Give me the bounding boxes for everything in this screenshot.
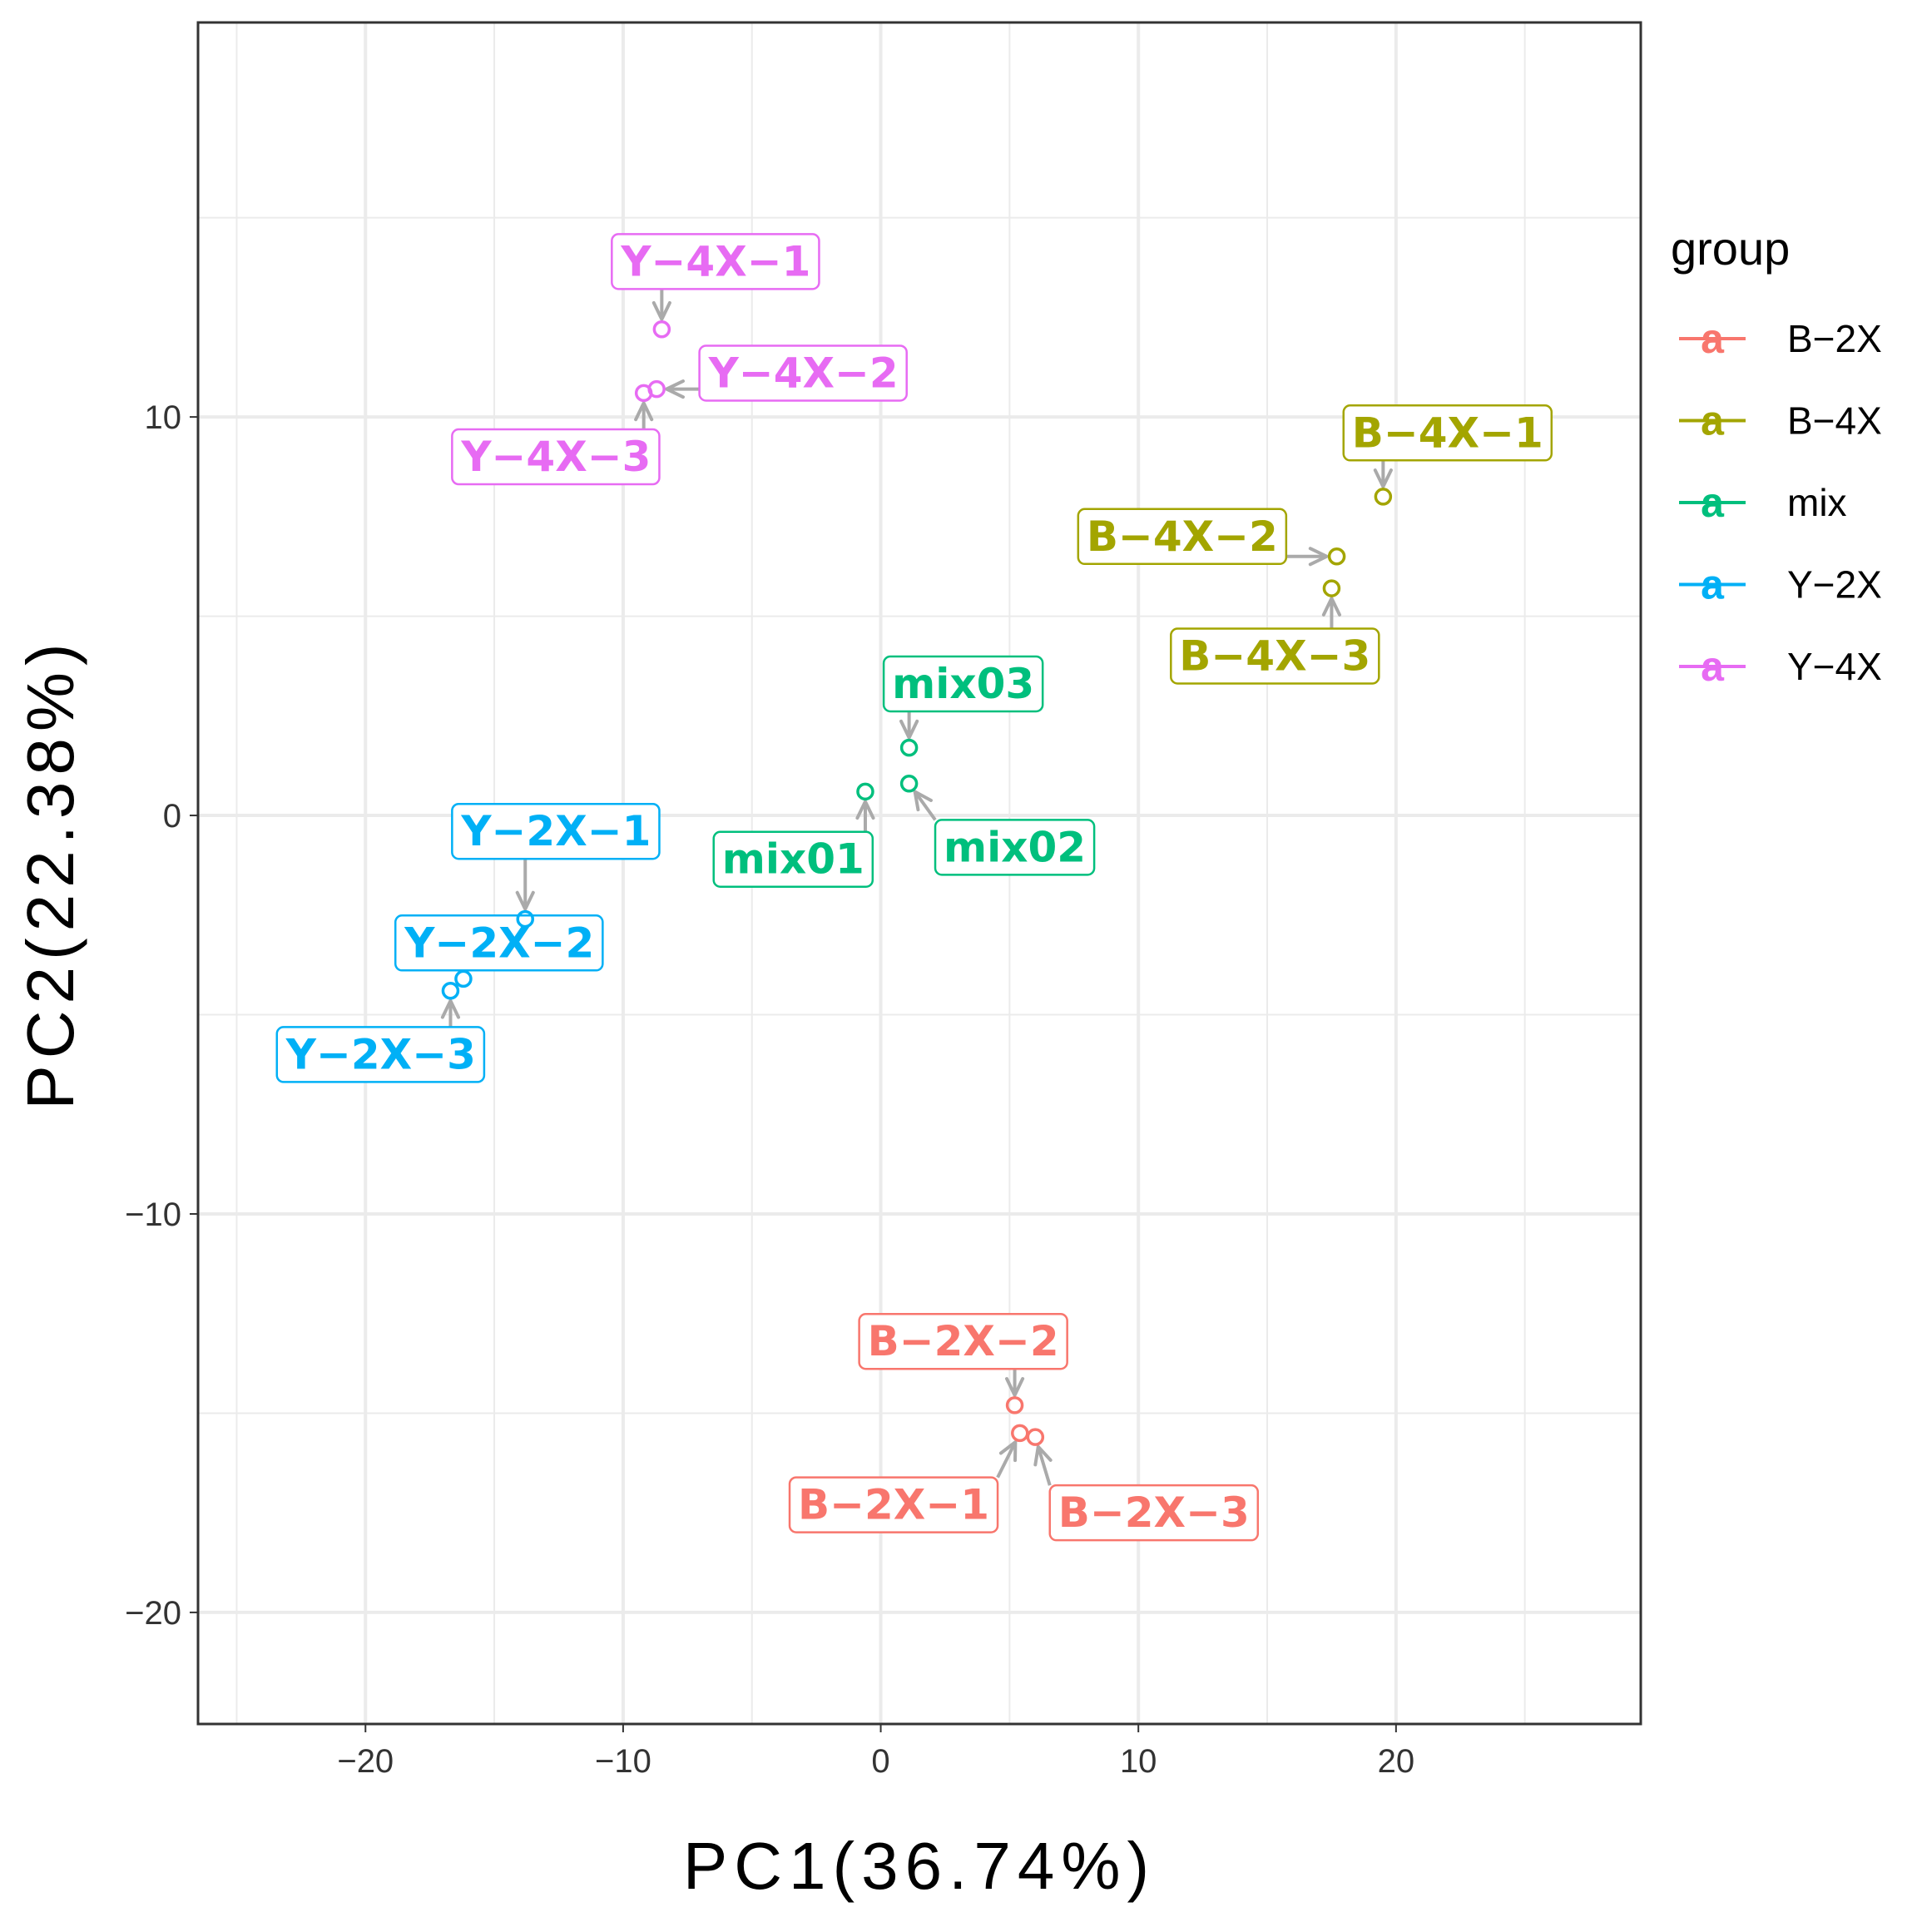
connector-arrowhead bbox=[515, 890, 535, 911]
y-tick-label: 10 bbox=[145, 399, 182, 436]
tick-layer: −20 −10 0 10 20 −20 −10 0 10 bbox=[125, 399, 1414, 1780]
legend-entry-label: B−4X bbox=[1787, 399, 1882, 443]
connector-arrowhead bbox=[998, 1440, 1018, 1463]
grid-layer bbox=[198, 22, 1641, 1724]
point-label: B−2X−1 bbox=[798, 1481, 989, 1529]
point-label: B−2X−3 bbox=[1058, 1489, 1250, 1537]
point-label-box bbox=[1048, 1484, 1260, 1542]
point-label: mix01 bbox=[722, 835, 864, 884]
point-label: B−4X−3 bbox=[1179, 632, 1370, 680]
connector-layer bbox=[440, 289, 1393, 1486]
point-label-box bbox=[788, 1476, 999, 1533]
point-label-box bbox=[451, 428, 661, 486]
point-label: mix02 bbox=[944, 823, 1086, 871]
data-point bbox=[1026, 1428, 1045, 1446]
data-point bbox=[634, 384, 653, 403]
legend-key-glyph: a bbox=[1701, 398, 1725, 444]
point-label-box bbox=[451, 802, 661, 860]
connector-arrowhead bbox=[1321, 597, 1341, 617]
point-label: B−4X−2 bbox=[1087, 513, 1278, 561]
connector-arrowhead bbox=[634, 401, 654, 422]
point-label: Y−2X−3 bbox=[285, 1030, 476, 1078]
legend-entry-label: mix bbox=[1787, 481, 1847, 524]
connector-arrowhead bbox=[665, 379, 685, 399]
data-point bbox=[516, 909, 534, 929]
point-label-box bbox=[1170, 627, 1380, 685]
data-point bbox=[1374, 488, 1393, 506]
connector-arrowhead bbox=[899, 719, 919, 740]
y-axis-title: PC2(22.38%) bbox=[13, 637, 87, 1109]
legend-entry-label: B−2X bbox=[1787, 317, 1882, 360]
connector-arrowhead bbox=[1308, 547, 1329, 567]
x-tick-label: 0 bbox=[871, 1743, 889, 1780]
point-label-box bbox=[858, 1312, 1068, 1370]
connector-arrowhead bbox=[913, 790, 933, 812]
connector-arrowhead bbox=[1004, 1377, 1025, 1397]
legend-title: group bbox=[1671, 222, 1790, 275]
connector-arrowhead bbox=[1373, 468, 1393, 488]
plot-panel-background bbox=[198, 22, 1641, 1724]
legend: group a B−2X a B−4X a mix a Y−2X a Y−4X bbox=[1671, 222, 1882, 690]
point-label: Y−4X−3 bbox=[460, 433, 651, 481]
data-point bbox=[1322, 579, 1341, 597]
point-label-box bbox=[394, 914, 604, 972]
legend-key-glyph: a bbox=[1701, 315, 1725, 362]
x-axis-title: PC1(36.74%) bbox=[683, 1829, 1156, 1903]
connector-arrowhead bbox=[855, 800, 875, 820]
connector-line bbox=[914, 790, 937, 821]
x-tick-label: 20 bbox=[1378, 1743, 1415, 1780]
y-tick-label: 0 bbox=[163, 798, 181, 835]
legend-entry-label: Y−4X bbox=[1787, 645, 1882, 688]
data-point bbox=[441, 982, 460, 1000]
data-point bbox=[899, 774, 919, 793]
data-point bbox=[1327, 547, 1346, 566]
x-tick-label: 10 bbox=[1120, 1743, 1157, 1780]
connector-arrowhead bbox=[440, 998, 461, 1019]
point-label-box bbox=[698, 344, 908, 402]
point-label-box bbox=[275, 1026, 486, 1083]
data-point bbox=[856, 782, 874, 801]
legend-entry-label: Y−2X bbox=[1787, 563, 1882, 607]
point-layer bbox=[441, 320, 1393, 1446]
point-label-box bbox=[712, 830, 874, 888]
y-tick-label: −10 bbox=[125, 1196, 181, 1233]
connector-arrowhead bbox=[1033, 1444, 1053, 1467]
connector-arrowhead bbox=[651, 300, 671, 321]
point-label-box bbox=[611, 233, 820, 290]
connector-line bbox=[996, 1441, 1018, 1479]
point-label: Y−2X−1 bbox=[460, 807, 651, 855]
point-label: Y−2X−2 bbox=[404, 919, 594, 967]
point-label: Y−4X−1 bbox=[620, 237, 810, 285]
point-label-box bbox=[1342, 404, 1553, 462]
x-tick-label: −20 bbox=[337, 1743, 394, 1780]
point-label-box bbox=[882, 655, 1044, 713]
plot-panel-border bbox=[196, 21, 1642, 1726]
point-label: B−4X−1 bbox=[1352, 409, 1543, 457]
point-label: Y−4X−2 bbox=[708, 349, 899, 397]
legend-key-glyph: a bbox=[1701, 479, 1725, 526]
connector-line bbox=[1036, 1446, 1052, 1486]
label-layer: B−2X−1 B−2X−2 B−2X−3 B−4X−1 B−4X−2 B−4X−3 mix0… bbox=[275, 233, 1553, 1542]
y-tick-label: −20 bbox=[125, 1595, 181, 1632]
x-tick-label: −10 bbox=[595, 1743, 651, 1780]
point-label: B−2X−2 bbox=[868, 1317, 1059, 1365]
legend-key-glyph: a bbox=[1701, 562, 1725, 608]
legend-key-glyph: a bbox=[1701, 643, 1725, 690]
data-point bbox=[652, 320, 671, 339]
data-point bbox=[454, 969, 473, 988]
point-label: mix03 bbox=[892, 660, 1034, 708]
data-point bbox=[1005, 1396, 1024, 1414]
data-point bbox=[899, 738, 919, 757]
point-label-box bbox=[934, 819, 1096, 876]
point-label-box bbox=[1077, 508, 1288, 566]
